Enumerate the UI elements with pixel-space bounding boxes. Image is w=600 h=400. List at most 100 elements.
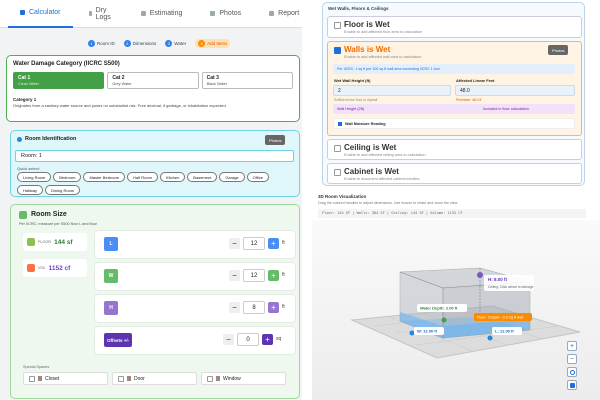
option-title: Ceiling is Wet [344, 143, 397, 152]
special-option[interactable]: Door [112, 372, 197, 385]
dimension-input[interactable]: 12 [243, 269, 265, 282]
room-name-input[interactable]: Room: 1 [15, 150, 294, 162]
room-3d-view[interactable]: H: 8.00 ft Ceiling: Click above to damag… [312, 220, 600, 400]
category-heading: Category 1 [13, 97, 37, 102]
plus-button[interactable]: + [268, 270, 279, 281]
plus-button[interactable]: + [262, 334, 273, 345]
step-number: 1 [88, 40, 95, 47]
checkbox[interactable] [118, 375, 124, 382]
minus-button[interactable]: − [229, 270, 240, 281]
tab[interactable]: Dry Logs [77, 0, 125, 28]
category-option[interactable]: Cat 2 Grey Water [107, 72, 199, 89]
viz-desc: Drag the colored handles to adjust dimen… [318, 201, 459, 205]
checkbox[interactable] [207, 375, 213, 382]
minus-button[interactable]: − [229, 238, 240, 249]
step-number: 4 [198, 40, 206, 47]
dimension-input[interactable]: 12 [243, 237, 265, 250]
card-note: Per IICRC: measure per S500 floor L and … [19, 222, 97, 226]
tab-label: Photos [219, 10, 242, 17]
field-hint: Perimeter: 48.0 ft [456, 98, 482, 102]
dimension-key: L [104, 237, 118, 251]
label-bg [474, 313, 532, 321]
tab-label: Report [278, 10, 300, 17]
strip-note: Included in floor calculation [483, 107, 529, 111]
water-handle[interactable] [441, 317, 447, 323]
checkbox[interactable] [338, 122, 342, 126]
height-handle[interactable] [477, 272, 483, 278]
card-title: Room Size [31, 211, 67, 218]
icon [216, 376, 220, 381]
chip-list: Living Room Bedroom Master Bedroom Half Roo… [17, 172, 287, 198]
room-chip[interactable]: Dining Room [45, 185, 81, 195]
step[interactable]: 1 Room ID [88, 40, 115, 47]
floor-label: Floor: Carpet - 0.0 sq ft wet [477, 316, 524, 320]
room-chip[interactable]: Kitchen [159, 172, 186, 182]
step-label: Water [174, 41, 187, 46]
checkbox[interactable] [334, 47, 341, 54]
icon [19, 211, 27, 219]
moisture-row[interactable]: Wall Moisture Reading [333, 118, 575, 129]
room-chip[interactable]: Hallway [17, 185, 44, 195]
room-id-card: Room Identification Photos Room: 1 Quick… [10, 130, 300, 197]
width-handle[interactable] [409, 330, 415, 336]
zoom-in-button[interactable]: + [567, 341, 577, 351]
option-desc: Enable to add affected wall area to calc… [344, 55, 422, 59]
special-option[interactable]: Window [201, 372, 286, 385]
tab[interactable]: Calculator [8, 0, 73, 28]
viz-title: 3D Room Visualization [318, 194, 367, 199]
room-chip[interactable]: Basement [187, 172, 218, 182]
zoom-out-button[interactable]: − [567, 354, 577, 364]
height-input[interactable]: 2 [333, 85, 451, 96]
dimension-row: W −12 + ft [95, 263, 295, 290]
room-chip[interactable]: Living Room [17, 172, 52, 182]
photos-button[interactable]: Photos [265, 135, 286, 145]
step[interactable]: 2 Dimensions [123, 40, 157, 47]
checkbox[interactable] [334, 22, 341, 29]
dimension-row: Offsets +/- −0 + sq [95, 327, 295, 354]
room-chip[interactable]: Office [246, 172, 270, 182]
room-chip[interactable]: Garage [219, 172, 245, 182]
dimension-input[interactable]: 0 [237, 333, 259, 346]
tab[interactable]: Estimating [129, 0, 195, 28]
minus-button[interactable]: − [223, 334, 234, 345]
plus-button[interactable]: + [268, 302, 279, 313]
rotate-button[interactable] [567, 367, 577, 377]
dimension-unit: sq [276, 336, 282, 342]
reset-button[interactable] [567, 380, 577, 390]
plus-button[interactable]: + [268, 238, 279, 249]
step-label: Dimensions [132, 41, 157, 46]
floor-stat: FLOOR 144 sf [23, 233, 87, 251]
option-title: Floor is Wet [344, 20, 390, 29]
length-handle[interactable] [487, 335, 493, 341]
room-chip[interactable]: Master Bedroom [83, 172, 126, 182]
cabinet-option[interactable]: Cabinet is Wet Enable to document affect… [327, 163, 582, 184]
floor-option[interactable]: Floor is Wet Enable to add affected floo… [327, 16, 582, 38]
tab[interactable]: Report [257, 0, 311, 28]
category-option[interactable]: Cat 3 Black Water [201, 72, 293, 89]
dimension-key: H [104, 301, 118, 315]
minus-button[interactable]: − [229, 302, 240, 313]
step[interactable]: 3 Water [165, 40, 186, 47]
wall-height-strip: Wall Height (2ft) Included in floor calc… [333, 104, 575, 114]
length-label: L: 12.00 ft [495, 329, 514, 334]
checkbox[interactable] [29, 375, 35, 382]
step[interactable]: 4 Add Items [195, 39, 231, 48]
step-progress: 1 Room ID 2 Dimensions 3 Water 4 Add Items [88, 39, 231, 48]
tab[interactable]: Photos [198, 0, 253, 28]
tab-label: Calculator [29, 9, 61, 16]
photos-button[interactable]: Photos [548, 45, 569, 55]
special-option[interactable]: Closet [23, 372, 108, 385]
checkbox[interactable] [334, 169, 341, 176]
label-bg [417, 304, 467, 312]
special-label: Window [223, 375, 241, 382]
room-chip[interactable]: Half Room [127, 172, 158, 182]
step-label: Add Items [207, 41, 228, 46]
checkbox[interactable] [334, 145, 341, 152]
category-option[interactable]: Cat 1 Clean Water [13, 72, 105, 89]
linear-input[interactable]: 48.0 [455, 85, 575, 96]
dimension-input[interactable]: 8 [243, 301, 265, 314]
special-label: Closet [45, 375, 60, 382]
room-chip[interactable]: Bedroom [53, 172, 82, 182]
ceiling-option[interactable]: Ceiling is Wet Enable to add affected ce… [327, 139, 582, 160]
